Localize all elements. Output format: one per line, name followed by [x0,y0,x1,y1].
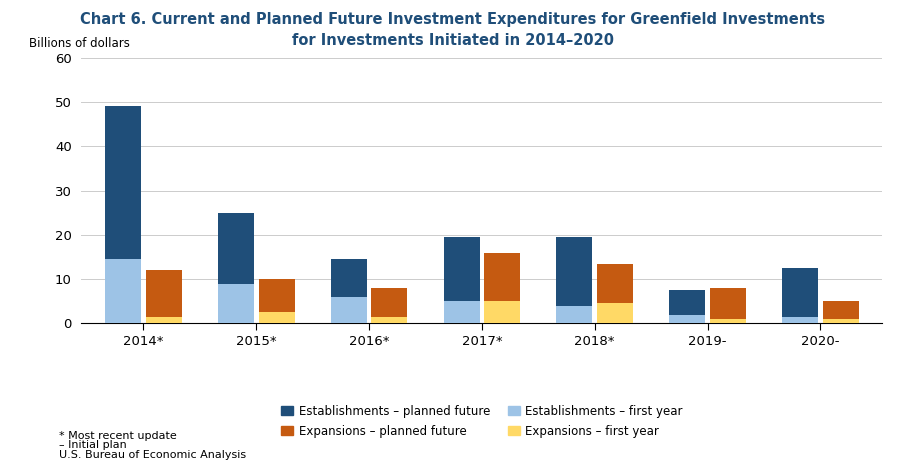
Bar [330,259,367,297]
Bar [484,253,520,301]
Bar [371,288,407,317]
Bar [105,259,141,323]
Bar [443,301,480,323]
Bar [823,301,859,319]
Bar [259,312,295,323]
Bar [146,270,182,317]
Bar [782,317,818,323]
Bar [710,288,746,319]
Bar [218,213,254,284]
Text: U.S. Bureau of Economic Analysis: U.S. Bureau of Economic Analysis [59,450,246,460]
Bar [146,317,182,323]
Bar [371,317,407,323]
Legend: Establishments – planned future, Expansions – planned future, Establishments – f: Establishments – planned future, Expansi… [276,400,688,442]
Bar [710,319,746,323]
Bar [597,304,634,323]
Bar [443,237,480,301]
Bar [669,290,705,315]
Bar [330,297,367,323]
Bar [259,279,295,312]
Text: * Most recent update: * Most recent update [59,431,176,441]
Text: Billions of dollars: Billions of dollars [29,37,130,50]
Bar [218,284,254,323]
Bar [484,301,520,323]
Bar [105,106,141,259]
Text: Chart 6. Current and Planned Future Investment Expenditures for Greenfield Inves: Chart 6. Current and Planned Future Inve… [80,12,825,26]
Text: – Initial plan: – Initial plan [59,440,127,450]
Bar [782,268,818,317]
Bar [557,237,593,306]
Bar [669,315,705,323]
Text: for Investments Initiated in 2014–2020: for Investments Initiated in 2014–2020 [291,33,614,48]
Bar [823,319,859,323]
Bar [597,264,634,304]
Bar [557,306,593,323]
